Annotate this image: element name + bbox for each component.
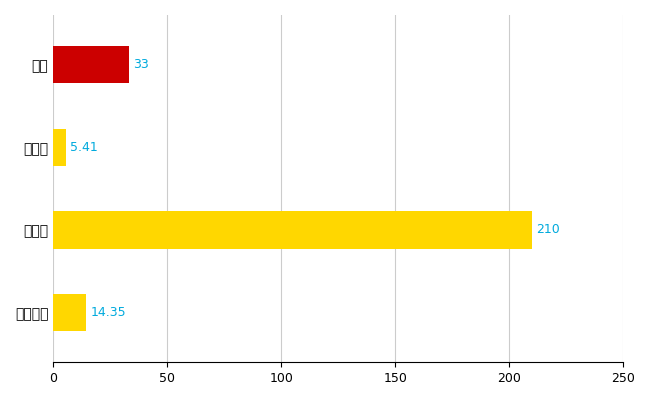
Bar bbox=[53, 46, 129, 83]
Text: 33: 33 bbox=[133, 58, 149, 71]
Text: 14.35: 14.35 bbox=[90, 306, 126, 319]
Text: 5.41: 5.41 bbox=[70, 141, 98, 154]
Bar bbox=[53, 129, 66, 166]
Bar bbox=[53, 211, 532, 248]
Bar bbox=[53, 294, 86, 331]
Text: 210: 210 bbox=[536, 224, 560, 236]
